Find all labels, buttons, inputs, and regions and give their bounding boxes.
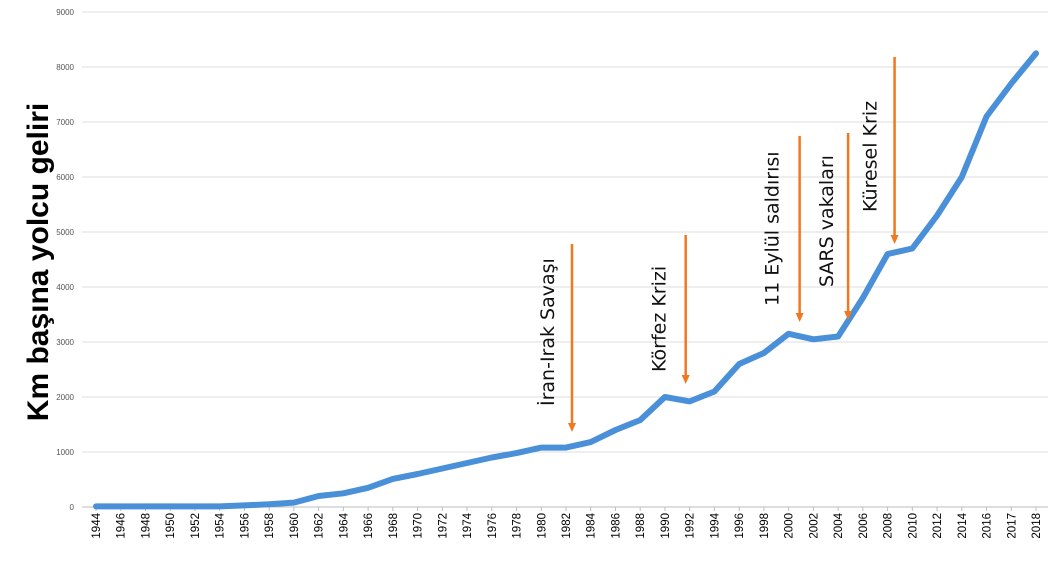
x-tick-label: 1972 — [437, 513, 449, 539]
x-tick-label: 1986 — [610, 513, 622, 539]
event-annotations: İran-Irak Savaşı Körfez Krizi 11 Eylül sal… — [536, 57, 899, 432]
x-tick-label: 1994 — [709, 512, 721, 538]
x-tick-label: 1950 — [165, 513, 177, 539]
y-tick-label: 9000 — [56, 8, 74, 17]
y-tick-label: 3000 — [56, 338, 74, 347]
x-tick-label: 1964 — [338, 512, 350, 538]
y-tick-label: 8000 — [56, 63, 74, 72]
y-tick-label: 7000 — [56, 118, 74, 127]
y-tick-label: 2000 — [56, 393, 74, 402]
event-annotation: SARS vakaları — [816, 133, 853, 320]
x-tick-label: 1976 — [487, 513, 499, 539]
x-tick-label: 1998 — [759, 513, 771, 539]
x-tick-label: 1952 — [190, 513, 202, 539]
x-tick-label: 1944 — [91, 512, 103, 538]
gridlines — [82, 11, 1048, 508]
x-tick-label: 1970 — [413, 513, 425, 539]
x-tick-label: 1948 — [140, 513, 152, 539]
x-tick-label: 1956 — [239, 513, 251, 539]
event-arrow-head — [890, 235, 899, 244]
series — [93, 50, 1039, 510]
x-tick-label: 1962 — [314, 513, 326, 539]
x-tick-label: 1954 — [215, 512, 227, 538]
x-tick-label: 1946 — [116, 513, 128, 539]
x-tick-label: 2014 — [957, 512, 969, 538]
x-tick-label: 1980 — [536, 513, 548, 539]
x-tick-label: 1982 — [561, 513, 573, 539]
x-tick-label: 1990 — [660, 513, 672, 539]
series-line — [93, 50, 1039, 510]
event-label: İran-Irak Savaşı — [536, 258, 559, 406]
event-label: Körfez Krizi — [649, 266, 671, 372]
x-tick-label: 1996 — [734, 513, 746, 539]
event-annotation: Küresel Kriz — [860, 57, 899, 244]
x-tick-label: 2017 — [1006, 513, 1018, 539]
event-label: Küresel Kriz — [860, 101, 882, 212]
x-tick-label: 2000 — [784, 513, 796, 539]
y-axis-label: Km başına yolcu geliri — [22, 103, 55, 421]
x-tick-label: 1974 — [462, 512, 474, 538]
event-arrow-head — [681, 375, 690, 384]
x-tick-label: 1960 — [289, 513, 301, 539]
y-tick-labels: 0 1000 2000 3000 4000 5000 6000 7000 8000 9000 — [56, 8, 74, 512]
event-arrow-head — [795, 313, 804, 322]
event-label: SARS vakaları — [816, 155, 838, 287]
x-tick-label: 1968 — [388, 513, 400, 539]
y-tick-label: 5000 — [56, 228, 74, 237]
x-tick-label: 2006 — [858, 513, 870, 539]
x-tick-label: 2018 — [1031, 513, 1043, 539]
x-tick-label: 2008 — [883, 513, 895, 539]
x-tick-label: 1984 — [586, 512, 598, 538]
event-annotation: 11 Eylül saldırısı — [762, 136, 804, 322]
x-tick-label: 1988 — [635, 513, 647, 539]
event-annotation: İran-Irak Savaşı — [536, 244, 576, 432]
y-tick-label: 0 — [70, 503, 75, 512]
x-tick-label: 1992 — [685, 513, 697, 539]
event-label: 11 Eylül saldırısı — [762, 151, 784, 306]
x-tick-labels: 1944 1946 1948 1950 1952 1954 1956 1958 1960 1962… — [91, 507, 1043, 539]
event-arrow-head — [844, 311, 853, 320]
x-tick-label: 2004 — [833, 512, 845, 538]
x-tick-label: 1966 — [363, 513, 375, 539]
x-tick-label: 1958 — [264, 513, 276, 539]
y-tick-label: 6000 — [56, 173, 74, 182]
y-tick-label: 4000 — [56, 283, 74, 292]
y-tick-label: 1000 — [56, 448, 74, 457]
x-tick-label: 2012 — [932, 513, 944, 539]
x-tick-label: 2016 — [982, 513, 994, 539]
x-tick-label: 1978 — [512, 513, 524, 539]
event-annotation: Körfez Krizi — [649, 235, 690, 384]
x-tick-label: 2002 — [808, 513, 820, 539]
event-arrow-head — [568, 423, 576, 432]
x-tick-label: 2010 — [907, 513, 919, 539]
